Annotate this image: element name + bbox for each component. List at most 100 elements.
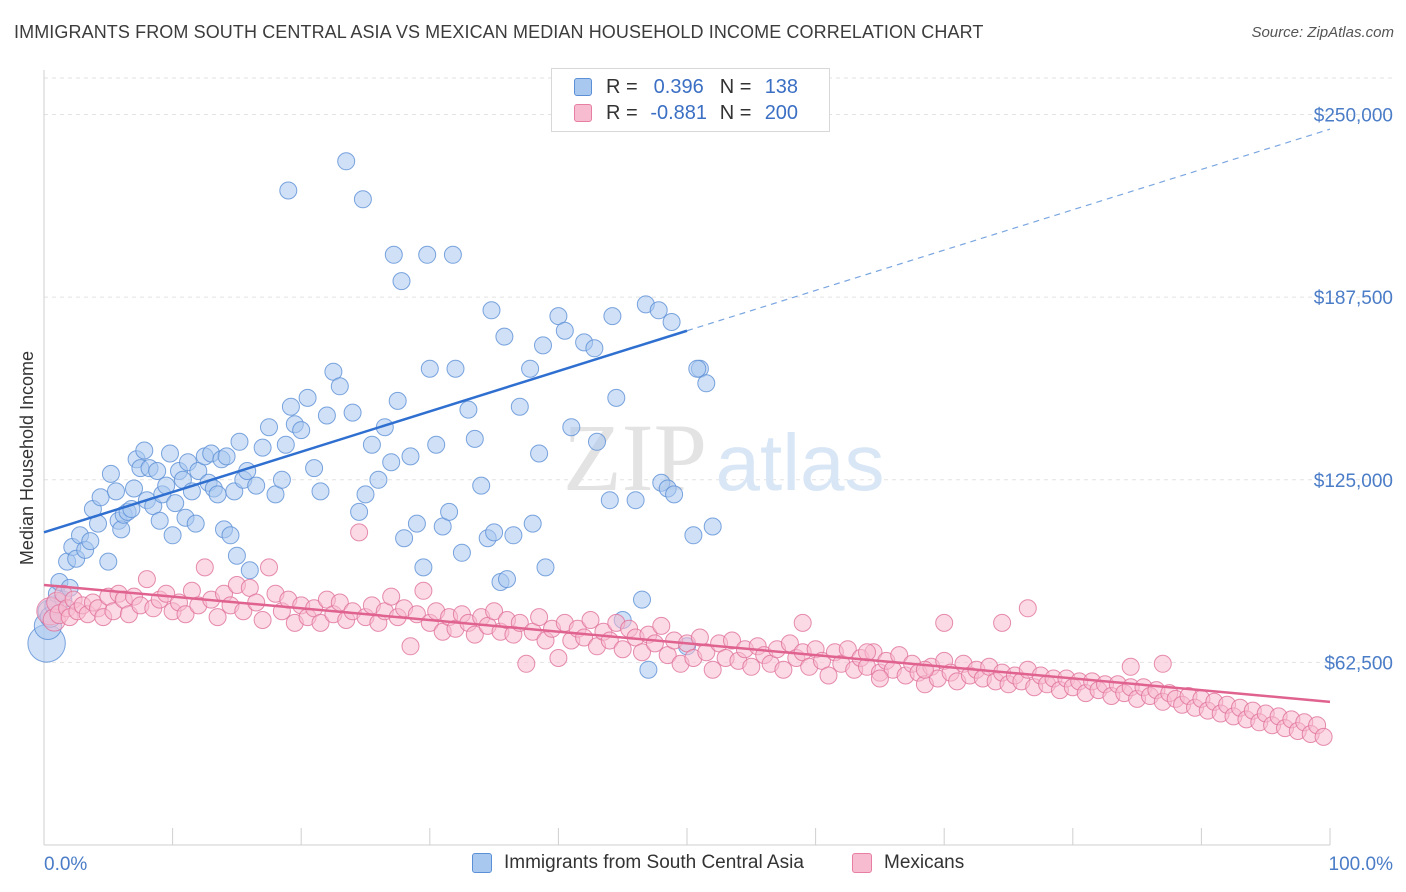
- point-immigrants: [161, 444, 179, 463]
- point-mexicans: [530, 608, 549, 627]
- point-mexicans: [311, 613, 330, 632]
- legend-row-immigrants: R = 0.396 N = 138: [574, 75, 811, 99]
- point-mexicans: [176, 605, 195, 624]
- point-immigrants: [603, 307, 622, 326]
- point-immigrants: [414, 558, 433, 577]
- point-immigrants: [452, 543, 471, 562]
- point-immigrants: [384, 245, 403, 264]
- point-immigrants: [482, 301, 501, 320]
- point-immigrants: [530, 444, 549, 463]
- legend-swatch-blue: [574, 78, 592, 96]
- point-mexicans: [208, 608, 227, 627]
- point-immigrants: [585, 339, 604, 358]
- point-immigrants: [330, 377, 349, 396]
- point-immigrants: [446, 359, 465, 378]
- point-immigrants: [369, 470, 388, 489]
- point-immigrants: [420, 359, 439, 378]
- legend-item-mexicans[interactable]: Mexicans: [852, 852, 964, 874]
- axis-labels: $62,500 $125,000 $187,500 $250,000 0.0% 100.0…: [17, 106, 1393, 875]
- legend-label-immigrants: Immigrants from South Central Asia: [504, 852, 804, 873]
- point-immigrants: [684, 526, 703, 545]
- point-mexicans: [382, 587, 401, 606]
- point-immigrants: [697, 374, 716, 393]
- point-immigrants: [221, 526, 240, 545]
- legend-swatch-blue: [472, 853, 492, 873]
- series-immigrants-points: [27, 152, 722, 679]
- point-immigrants: [440, 502, 459, 521]
- point-mexicans: [1018, 599, 1037, 618]
- point-immigrants: [230, 432, 249, 451]
- point-mexicans: [793, 613, 812, 632]
- stats-legend: R = 0.396 N = 138 R = -0.881 N = 200: [551, 68, 830, 132]
- point-immigrants: [107, 482, 125, 501]
- point-mexicans: [723, 631, 741, 650]
- point-immigrants: [600, 491, 619, 510]
- point-immigrants: [253, 438, 272, 457]
- point-immigrants: [633, 590, 651, 609]
- point-immigrants: [166, 494, 185, 513]
- point-mexicans: [549, 649, 568, 667]
- point-immigrants: [401, 447, 420, 466]
- point-immigrants: [588, 432, 606, 451]
- point-immigrants: [523, 514, 542, 533]
- point-immigrants: [504, 526, 523, 545]
- legend-r-value: 0.396: [653, 75, 704, 98]
- point-mexicans: [703, 660, 722, 679]
- trend-line-immigrants-extension: [686, 128, 1331, 332]
- y-tick-label: $187,500: [1314, 288, 1393, 309]
- point-mexicans: [401, 637, 420, 656]
- point-immigrants: [562, 418, 581, 437]
- point-immigrants: [163, 526, 182, 545]
- point-immigrants: [418, 245, 437, 264]
- point-mexicans: [253, 611, 272, 629]
- point-immigrants: [665, 485, 684, 504]
- x-tick-label: 0.0%: [44, 854, 87, 875]
- point-immigrants: [298, 388, 317, 407]
- point-immigrants: [186, 514, 205, 533]
- y-tick-label: $250,000: [1314, 106, 1393, 127]
- point-immigrants: [91, 488, 110, 507]
- legend-swatch-pink: [574, 104, 592, 122]
- legend-n-value: 138: [764, 75, 799, 98]
- point-immigrants: [521, 359, 540, 378]
- point-immigrants: [135, 441, 154, 460]
- point-immigrants: [217, 447, 236, 466]
- legend-n-label: N =: [719, 75, 752, 98]
- point-immigrants: [498, 570, 516, 589]
- legend-label-mexicans: Mexicans: [884, 852, 965, 873]
- point-immigrants: [703, 517, 722, 536]
- legend-n-value: 200: [764, 101, 799, 124]
- point-mexicans: [1153, 654, 1172, 673]
- x-tick-label: 100.0%: [1329, 854, 1394, 875]
- point-immigrants: [688, 359, 707, 378]
- point-immigrants: [382, 453, 401, 472]
- point-immigrants: [459, 400, 478, 419]
- point-mexicans: [993, 613, 1012, 632]
- trend-line-immigrants: [43, 329, 688, 534]
- legend-row-mexicans: R = -0.881 N = 200: [574, 101, 811, 125]
- trend-line-mexicans: [43, 583, 1331, 704]
- point-mexicans: [260, 558, 278, 577]
- point-immigrants: [240, 561, 259, 580]
- point-immigrants: [388, 391, 407, 410]
- point-immigrants: [395, 529, 414, 548]
- point-mexicans: [742, 657, 761, 676]
- point-immigrants: [536, 558, 555, 577]
- point-mexicans: [517, 654, 536, 673]
- point-immigrants: [343, 403, 362, 422]
- point-immigrants: [112, 520, 131, 539]
- point-mexicans: [465, 625, 484, 644]
- point-mexicans: [870, 669, 889, 688]
- legend-item-immigrants[interactable]: Immigrants from South Central Asia: [472, 852, 804, 874]
- point-immigrants: [407, 514, 426, 533]
- point-immigrants: [208, 485, 227, 504]
- watermark-atlas: atlas: [716, 418, 885, 507]
- series-mexicans-points: [36, 523, 1333, 746]
- point-immigrants: [392, 272, 411, 291]
- point-immigrants: [272, 470, 291, 489]
- point-mexicans: [697, 643, 716, 662]
- axes: [43, 70, 1331, 846]
- point-mexicans: [1121, 657, 1140, 676]
- point-immigrants: [353, 190, 372, 209]
- point-immigrants: [639, 660, 658, 679]
